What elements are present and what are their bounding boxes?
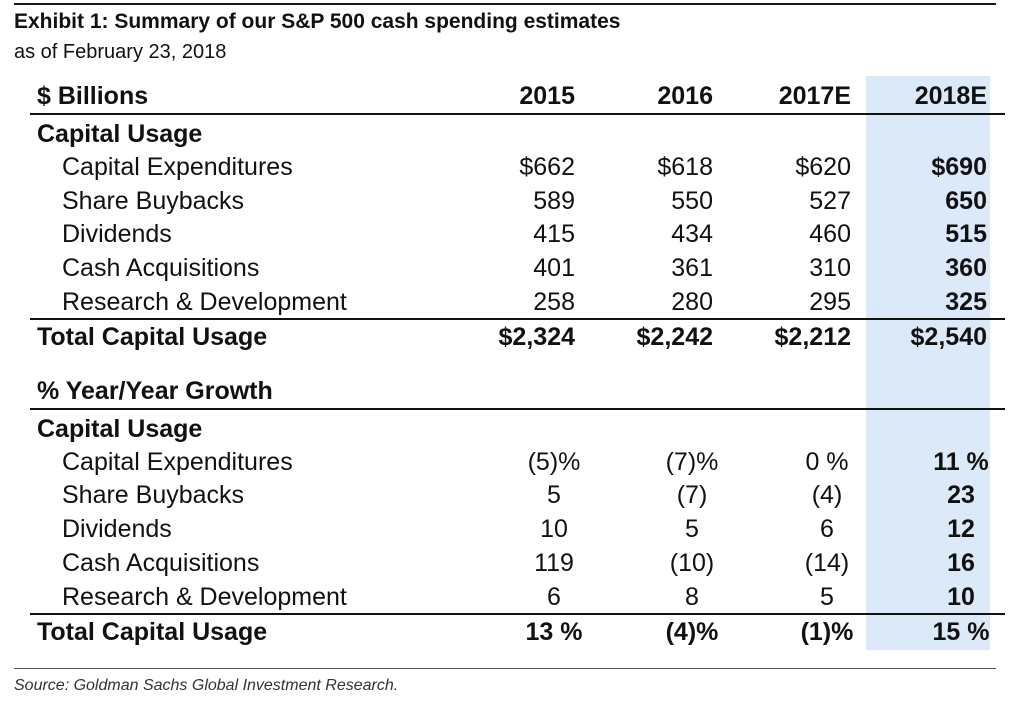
row-label: Cash Acquisitions [62, 549, 260, 577]
table-row: Cash Acquisitions 119 (10) (14) 16 [0, 546, 1011, 580]
cell-2018e: 325 [945, 288, 987, 316]
cell-2015: 119 [534, 549, 574, 577]
cell-2015: 10 [540, 515, 568, 543]
source-note: Source: Goldman Sachs Global Investment … [14, 677, 399, 694]
cell-2018e: 360 [945, 254, 987, 282]
cell-2015: (5)% [527, 448, 581, 476]
total-row: Total Capital Usage 13 % (4)% (1)% 15 % [0, 615, 1011, 649]
growth-divider [30, 408, 1005, 410]
growth-heading-row: % Year/Year Growth [0, 374, 1011, 408]
section-label-row: Capital Usage [0, 117, 1011, 151]
total-label: Total Capital Usage [37, 323, 268, 351]
total-2017e: $2,212 [774, 323, 851, 351]
table-row: Research & Development 6 8 5 10 [0, 580, 1011, 614]
table-row: Capital Expenditures (5)% (7)% 0 % 11 % [0, 445, 1011, 479]
cell-2016: 434 [671, 220, 713, 248]
cell-2016: (7)% [665, 448, 719, 476]
cell-2015: 415 [533, 220, 575, 248]
cell-2016: 8 [685, 583, 699, 611]
cell-2017e: 5 [820, 583, 834, 611]
cell-2017e: (4) [811, 481, 843, 509]
cell-2018e: 11 % [933, 448, 989, 476]
cell-2015: $662 [519, 153, 575, 181]
highlight-2018e-column [866, 76, 990, 650]
section-label-row: Capital Usage [0, 412, 1011, 446]
cell-2015: 401 [533, 254, 575, 282]
cell-2015: 5 [547, 481, 561, 509]
year-2016-header: 2016 [657, 82, 713, 110]
cell-2018e: $690 [931, 153, 987, 181]
cell-2016: (10) [669, 549, 715, 577]
cell-2018e: 650 [945, 187, 987, 215]
table-row: Share Buybacks 5 (7) (4) 23 [0, 478, 1011, 512]
cell-2017e: 310 [809, 254, 851, 282]
row-label: Research & Development [62, 583, 347, 611]
table-row: Dividends 10 5 6 12 [0, 512, 1011, 546]
year-2015-header: 2015 [519, 82, 575, 110]
table-row: Capital Expenditures $662 $618 $620 $690 [0, 150, 1011, 184]
row-label: Dividends [62, 515, 172, 543]
cell-2018e: 16 [947, 549, 975, 577]
total-row: Total Capital Usage $2,324 $2,242 $2,212… [0, 320, 1011, 354]
row-label: Cash Acquisitions [62, 254, 260, 282]
total-2016: $2,242 [636, 323, 713, 351]
row-label: Capital Expenditures [62, 448, 293, 476]
cell-2018e: 10 [947, 583, 975, 611]
cell-2018e: 515 [945, 220, 987, 248]
cell-2017e: 0 % [805, 448, 849, 476]
total-2015: $2,324 [498, 323, 575, 351]
cell-2015: 6 [547, 583, 561, 611]
row-label: Capital Expenditures [62, 153, 293, 181]
growth-heading: % Year/Year Growth [37, 377, 273, 405]
cell-2016: 280 [671, 288, 713, 316]
row-label: Research & Development [62, 288, 347, 316]
growth-total-divider [30, 613, 1005, 615]
cell-2015: 258 [533, 288, 575, 316]
header-divider [30, 113, 1005, 115]
total-2018e: 15 % [932, 618, 990, 646]
table-row: Dividends 415 434 460 515 [0, 217, 1011, 251]
units-label: $ Billions [37, 82, 149, 110]
section-label: Capital Usage [37, 120, 203, 148]
cell-2018e: 12 [947, 515, 975, 543]
total-label: Total Capital Usage [37, 618, 268, 646]
cell-2016: $618 [657, 153, 713, 181]
cell-2015: 589 [533, 187, 575, 215]
row-label: Share Buybacks [62, 481, 245, 509]
total-2018e: $2,540 [910, 323, 987, 351]
total-2016: (4)% [665, 618, 719, 646]
cell-2017e: 527 [809, 187, 851, 215]
row-label: Share Buybacks [62, 187, 245, 215]
year-2017e-header: 2017E [778, 82, 851, 110]
cell-2016: (7) [676, 481, 708, 509]
total-2015: 13 % [525, 618, 583, 646]
cell-2016: 550 [671, 187, 713, 215]
total-divider [30, 318, 1005, 320]
cell-2017e: 6 [820, 515, 834, 543]
row-label: Dividends [62, 220, 172, 248]
bottom-rule [14, 668, 996, 669]
section-label: Capital Usage [37, 415, 203, 443]
cell-2016: 5 [685, 515, 699, 543]
exhibit-subtitle: as of February 23, 2018 [14, 41, 227, 63]
cell-2017e: $620 [795, 153, 851, 181]
top-rule [14, 3, 996, 5]
year-2018e-header: 2018E [914, 82, 987, 110]
cell-2018e: 23 [947, 481, 975, 509]
table-row: Research & Development 258 280 295 325 [0, 285, 1011, 319]
table-row: Share Buybacks 589 550 527 650 [0, 184, 1011, 218]
cell-2017e: 295 [809, 288, 851, 316]
table-row: Cash Acquisitions 401 361 310 360 [0, 251, 1011, 285]
cell-2016: 361 [671, 254, 713, 282]
cell-2017e: (14) [804, 549, 850, 577]
exhibit-title: Exhibit 1: Summary of our S&P 500 cash s… [14, 10, 621, 33]
cell-2017e: 460 [809, 220, 851, 248]
total-2017e: (1)% [800, 618, 854, 646]
table-header-row: $ Billions 2015 2016 2017E 2018E [0, 79, 1011, 113]
